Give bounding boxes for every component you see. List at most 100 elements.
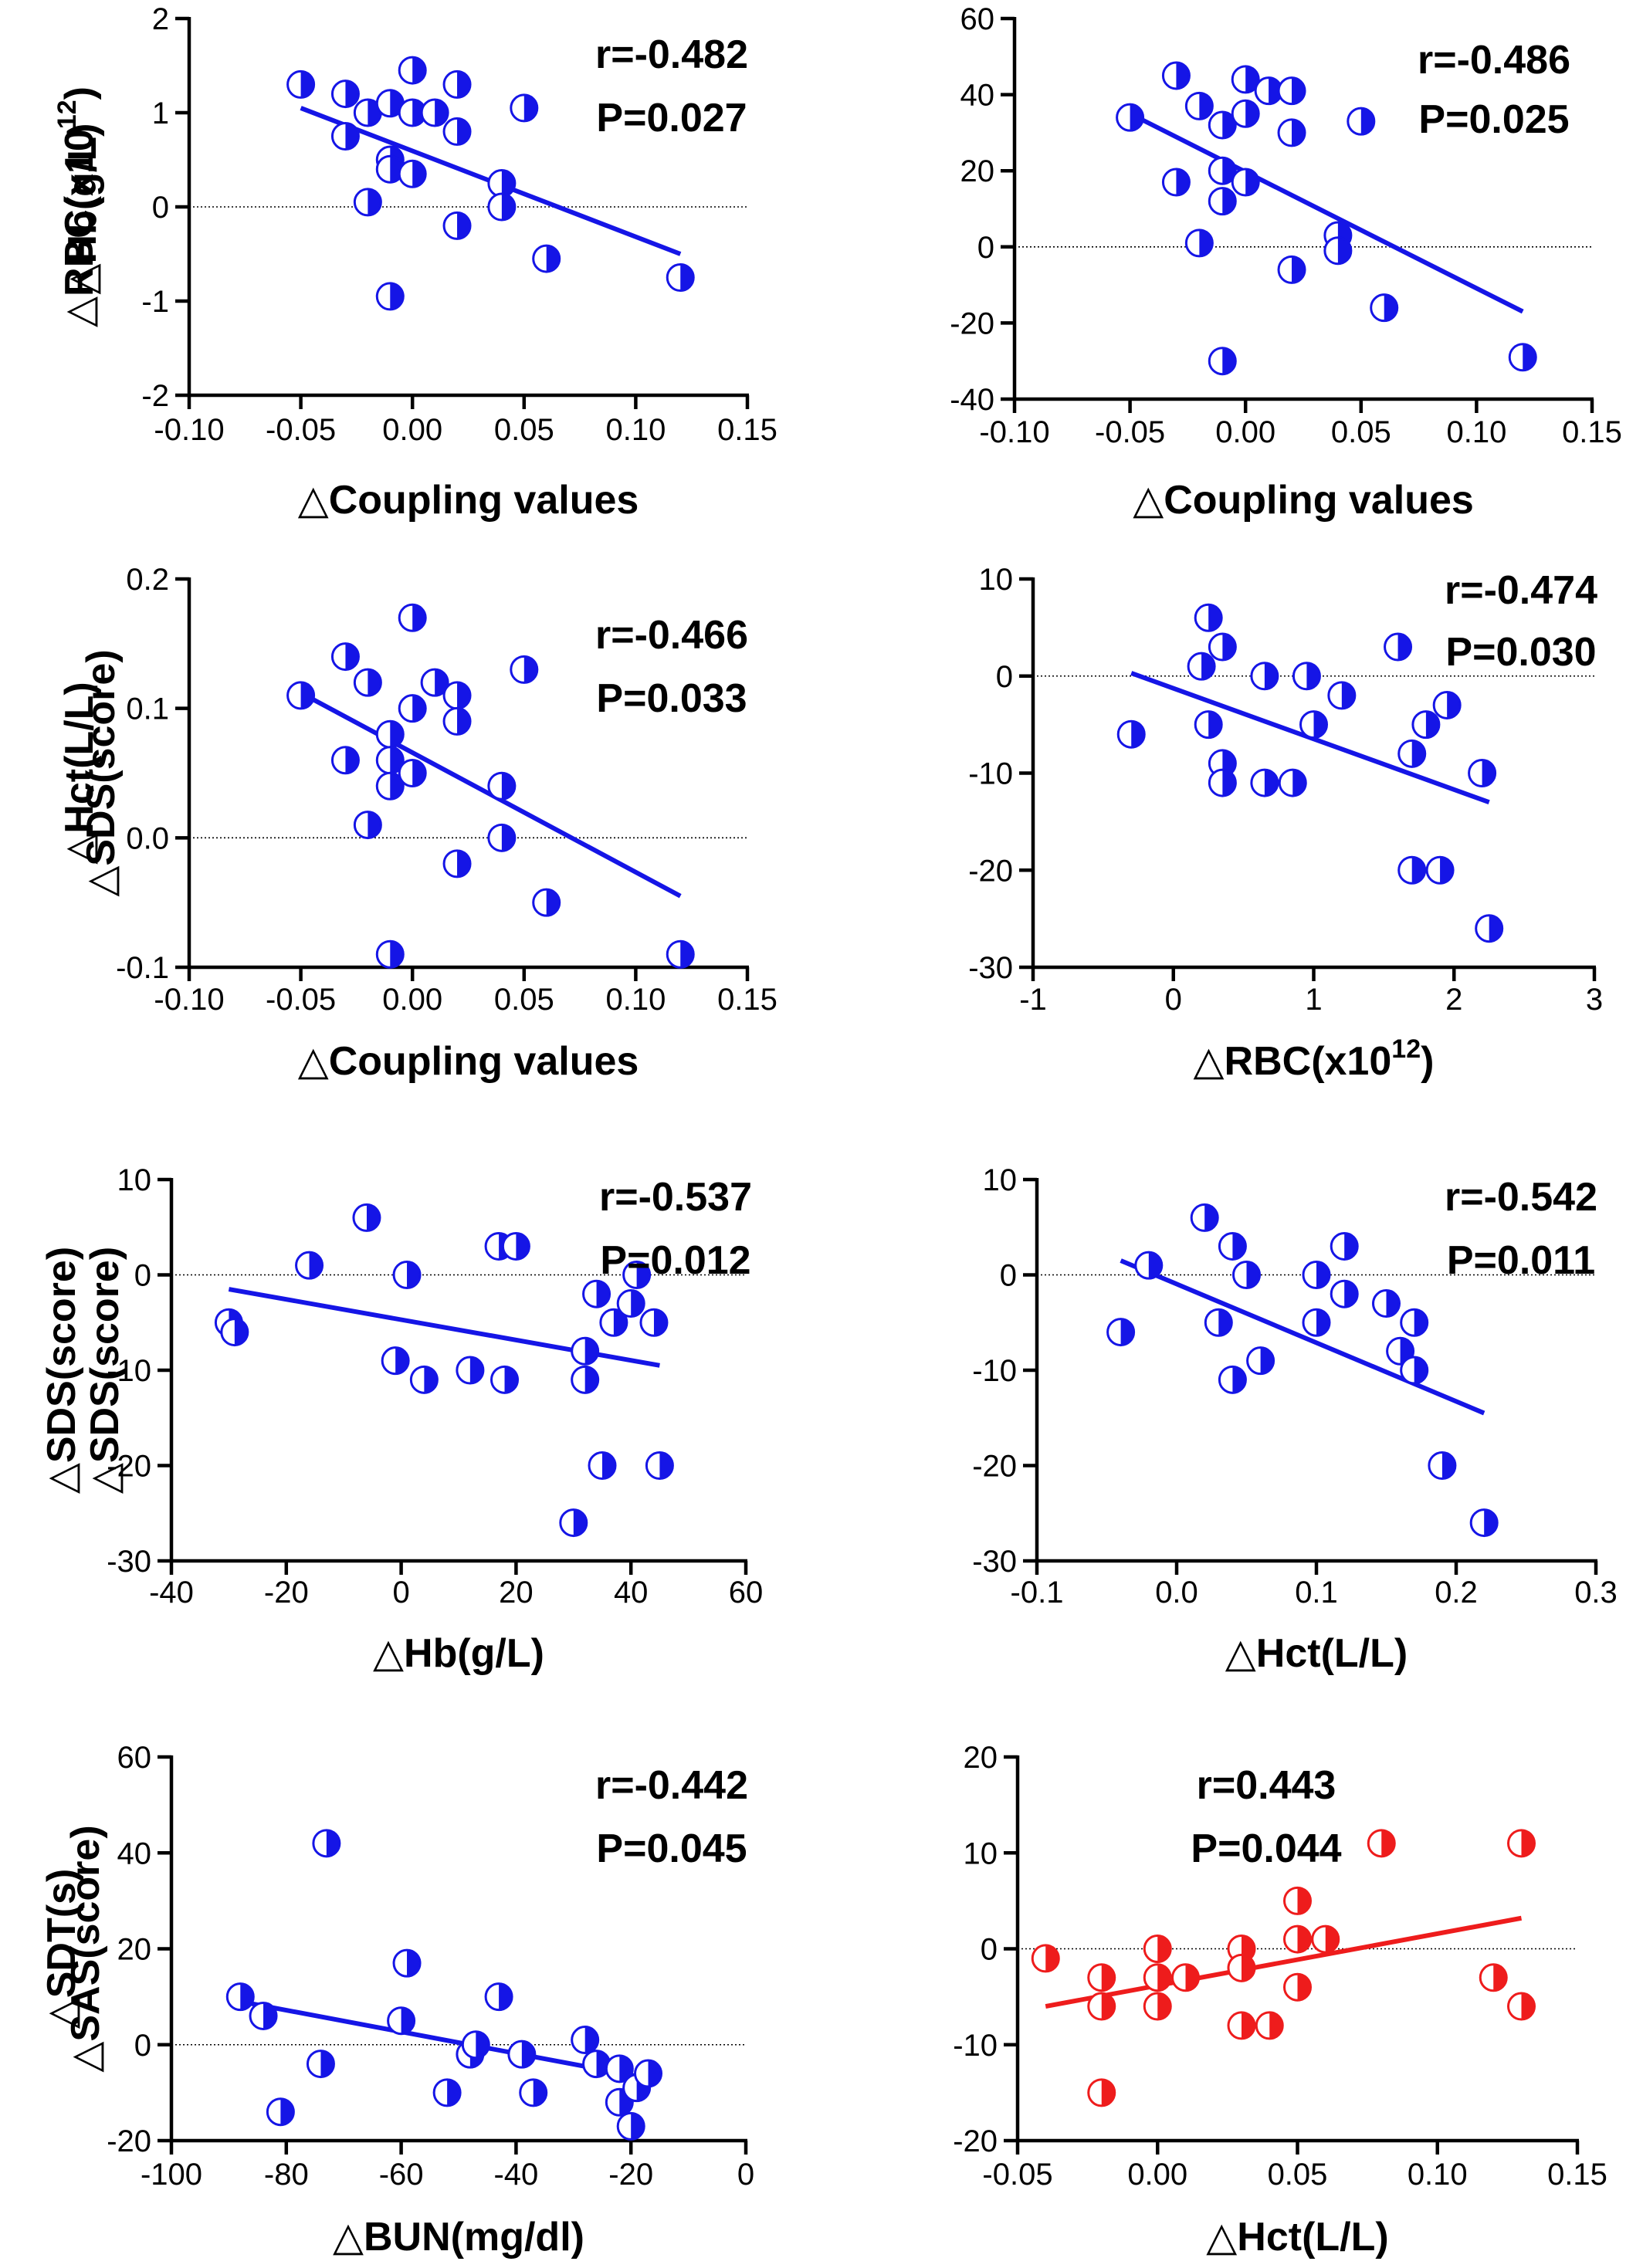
data-point-outline bbox=[1411, 710, 1441, 740]
data-point-outline bbox=[398, 603, 427, 632]
data-point bbox=[1194, 603, 1223, 632]
data-point-outline bbox=[490, 1365, 520, 1394]
data-point-outline bbox=[487, 823, 517, 852]
data-point-outline bbox=[1143, 1963, 1172, 1992]
data-point bbox=[490, 1365, 520, 1394]
data-point-fill bbox=[457, 212, 471, 239]
data-point bbox=[353, 668, 382, 697]
data-point-fill bbox=[546, 245, 560, 272]
x-tick-label: -20 bbox=[608, 2158, 653, 2192]
data-point-fill bbox=[680, 264, 694, 291]
data-point-fill bbox=[390, 283, 404, 310]
x-tick-label: -40 bbox=[493, 2158, 538, 2192]
y-tick-label: -10 bbox=[972, 1354, 1017, 1388]
y-tick-label: -30 bbox=[107, 1545, 151, 1579]
y-tick-label: 10 bbox=[979, 563, 1014, 597]
data-point bbox=[295, 1251, 324, 1280]
data-point-fill bbox=[412, 760, 426, 787]
data-point bbox=[1208, 187, 1237, 216]
data-point bbox=[409, 1365, 439, 1394]
y-tick-label: 0.0 bbox=[126, 821, 169, 855]
data-point-outline bbox=[1208, 632, 1237, 662]
data-point-outline bbox=[599, 1308, 628, 1337]
data-point-outline bbox=[1218, 1231, 1247, 1261]
p-value-text: P=0.027 bbox=[596, 96, 747, 140]
data-point-fill bbox=[1386, 1290, 1400, 1317]
data-point bbox=[330, 122, 360, 151]
data-point bbox=[1250, 662, 1279, 691]
data-point-outline bbox=[1327, 681, 1357, 710]
data-point-outline bbox=[1302, 1308, 1331, 1337]
data-point bbox=[225, 1982, 255, 2012]
data-point-outline bbox=[588, 1451, 617, 1480]
data-point-outline bbox=[1367, 1829, 1396, 1858]
data-point bbox=[1171, 1963, 1200, 1992]
data-point-fill bbox=[412, 161, 426, 188]
data-point-fill bbox=[636, 1261, 650, 1288]
y-axis-title: △SDS(score) bbox=[83, 1247, 127, 1494]
x-tick-label: 0.05 bbox=[1331, 415, 1391, 449]
data-point bbox=[398, 694, 427, 723]
data-point bbox=[456, 1356, 485, 1385]
y-tick-label: 10 bbox=[964, 1836, 998, 1870]
data-point bbox=[1231, 65, 1260, 94]
y-tick-label: -10 bbox=[107, 1354, 151, 1388]
data-point-outline bbox=[1208, 768, 1237, 797]
data-point bbox=[1330, 1231, 1359, 1261]
data-point-fill bbox=[1292, 256, 1306, 283]
data-point-outline bbox=[306, 2050, 335, 2079]
data-point bbox=[1277, 76, 1306, 106]
data-point-fill bbox=[407, 1261, 421, 1288]
data-point-fill bbox=[345, 80, 359, 107]
data-point bbox=[1204, 1308, 1233, 1337]
regression-line bbox=[1045, 1915, 1523, 2009]
p-value-text: P=0.033 bbox=[596, 676, 747, 721]
data-point-fill bbox=[613, 1309, 627, 1336]
data-point-fill bbox=[1325, 1926, 1339, 1953]
data-point bbox=[352, 1203, 381, 1232]
data-point-outline bbox=[1208, 187, 1237, 216]
data-point bbox=[582, 1279, 611, 1308]
data-point-fill bbox=[1208, 604, 1222, 631]
data-point bbox=[1116, 103, 1145, 132]
data-point-outline bbox=[1302, 1261, 1331, 1289]
data-point bbox=[1161, 168, 1191, 197]
y-tick-label: 40 bbox=[117, 1836, 152, 1870]
y-tick-label: 60 bbox=[960, 2, 995, 36]
data-point-fill bbox=[1381, 1830, 1395, 1857]
y-tick-label: 10 bbox=[117, 1163, 152, 1197]
data-point-fill bbox=[345, 643, 359, 670]
x-tick-label: 0.1 bbox=[1295, 1576, 1338, 1610]
data-point bbox=[634, 2059, 663, 2088]
data-point-outline bbox=[1231, 65, 1260, 94]
data-point bbox=[1397, 739, 1427, 768]
data-point-outline bbox=[398, 694, 427, 723]
x-axis-title-main: △RBC(x10 bbox=[1194, 1039, 1392, 1084]
data-point-fill bbox=[631, 2113, 645, 2140]
data-point bbox=[249, 2001, 278, 2030]
data-point bbox=[286, 69, 316, 99]
data-point bbox=[398, 159, 427, 188]
x-tick-label: 0.10 bbox=[605, 983, 666, 1017]
data-point bbox=[1208, 768, 1237, 797]
data-point-fill bbox=[1199, 93, 1213, 120]
data-point-fill bbox=[1176, 168, 1190, 195]
data-point-fill bbox=[1521, 1993, 1535, 2020]
data-point bbox=[1190, 1203, 1219, 1232]
data-point-outline bbox=[645, 1451, 674, 1480]
data-point-fill bbox=[648, 2060, 662, 2087]
panel-a: -2-1012-0.10 -0.05 0.00 0.05 0.10 0.15△Coupli… bbox=[53, 2, 777, 523]
correlation-r-text: r=-0.466 bbox=[595, 613, 748, 658]
data-point-outline bbox=[1475, 914, 1504, 943]
y-tick-label: 20 bbox=[117, 1933, 152, 1967]
correlation-r-text: r=-0.442 bbox=[595, 1763, 748, 1808]
data-point bbox=[1231, 99, 1260, 128]
data-point-fill bbox=[1157, 1993, 1171, 2020]
data-point bbox=[582, 2050, 611, 2079]
x-tick-label: -40 bbox=[149, 1576, 194, 1610]
data-point-fill bbox=[1269, 2012, 1283, 2039]
y-axis-title: △SAS(score) bbox=[63, 1825, 108, 2072]
data-point-fill bbox=[523, 94, 537, 121]
data-point bbox=[1475, 914, 1504, 943]
data-point-fill bbox=[504, 1366, 518, 1393]
